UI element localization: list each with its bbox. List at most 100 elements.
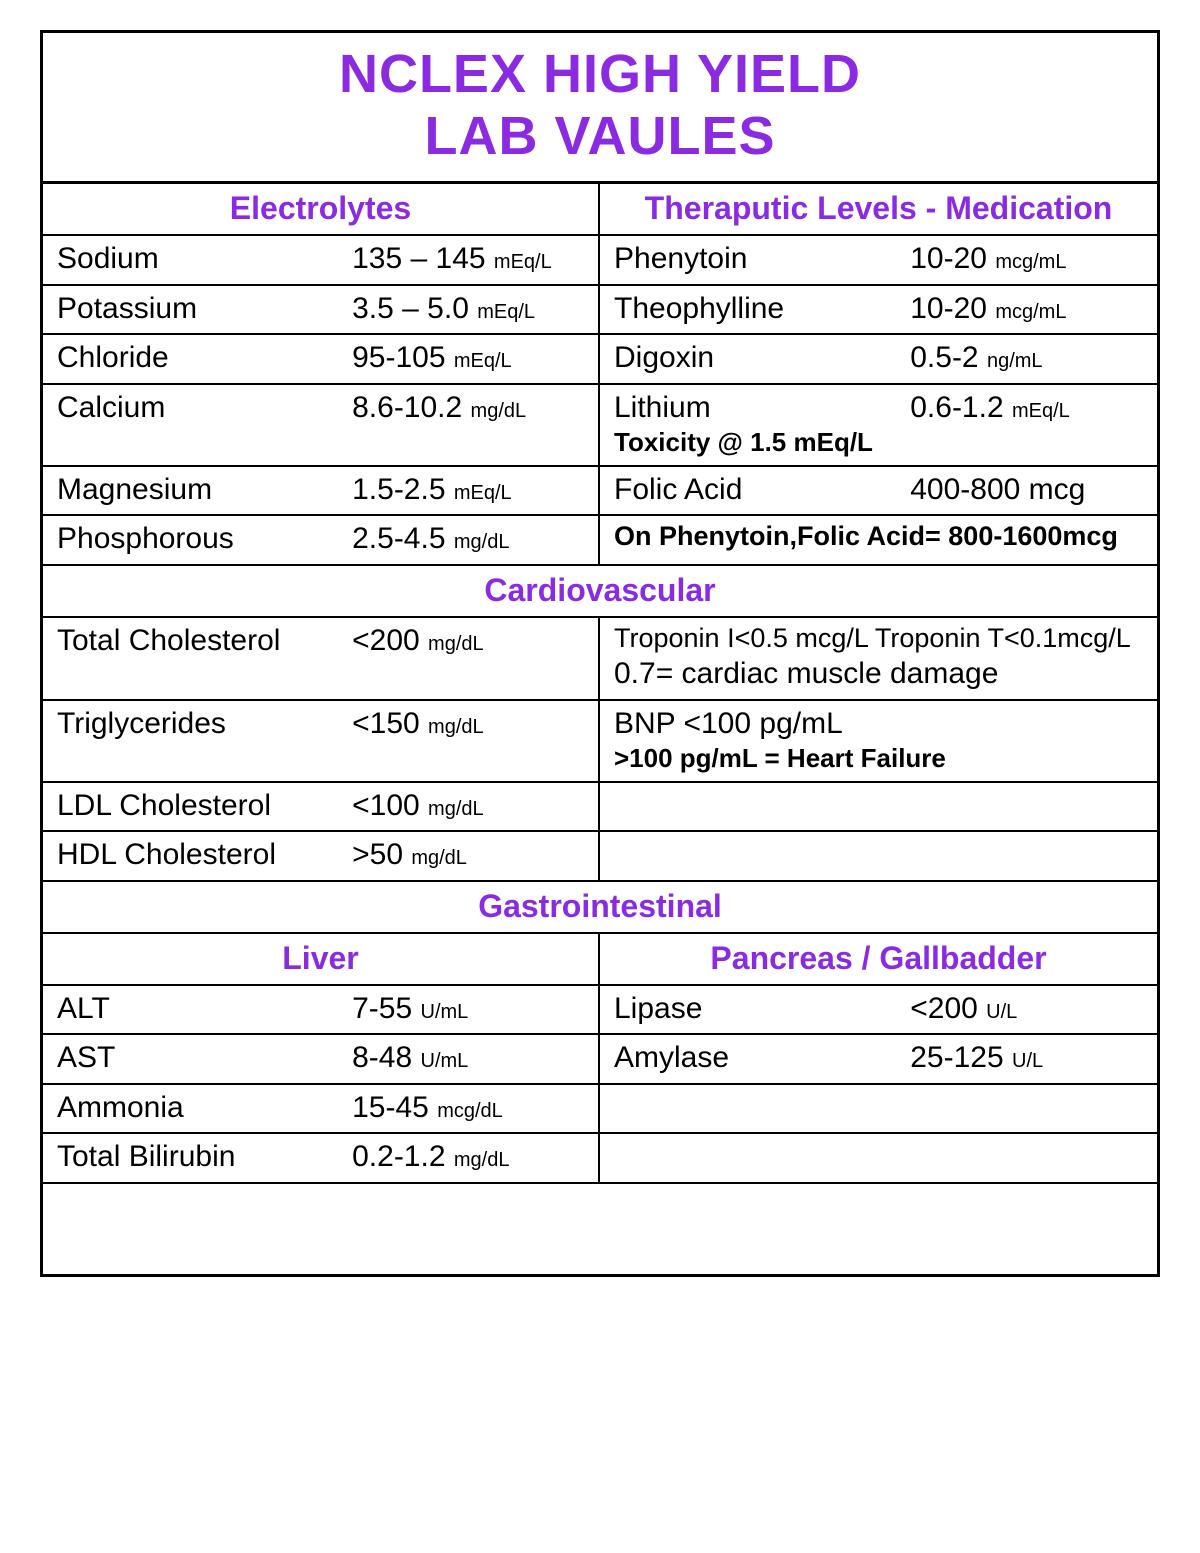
- value-ast: 8-48 U/mL: [352, 1039, 584, 1077]
- row-totchol: Total Cholesterol <200 mg/dL Troponin I<…: [43, 618, 1157, 701]
- value-ldl: <100 mg/dL: [352, 787, 584, 825]
- cell-empty-1: [600, 783, 1157, 831]
- cell-lithium: Lithium 0.6-1.2 mEq/L Toxicity @ 1.5 mEq…: [600, 385, 1157, 465]
- header-gastro: Gastrointestinal: [43, 882, 1157, 932]
- row-magnesium: Magnesium 1.5-2.5 mEq/L Folic Acid 400-8…: [43, 467, 1157, 517]
- value-theophylline: 10-20 mcg/mL: [910, 290, 1143, 328]
- row-sodium: Sodium 135 – 145 mEq/L Phenytoin 10-20 m…: [43, 236, 1157, 286]
- label-phosphorous: Phosphorous: [57, 520, 352, 558]
- row-hdl: HDL Cholesterol >50 mg/dL: [43, 832, 1157, 882]
- cell-hdl: HDL Cholesterol >50 mg/dL: [43, 832, 600, 880]
- label-sodium: Sodium: [57, 240, 352, 278]
- bnp-sub: >100 pg/mL = Heart Failure: [614, 742, 1143, 775]
- value-hdl: >50 mg/dL: [352, 836, 584, 874]
- lab-values-table: NCLEX HIGH YIELD LAB VAULES Electrolytes…: [40, 30, 1160, 1277]
- header-cardio: Cardiovascular: [43, 566, 1157, 616]
- value-potassium: 3.5 – 5.0 mEq/L: [352, 290, 584, 328]
- cell-folic-note: On Phenytoin,Folic Acid= 800-1600mcg: [600, 516, 1157, 564]
- value-phosphorous: 2.5-4.5 mg/dL: [352, 520, 584, 558]
- label-theophylline: Theophylline: [614, 290, 910, 328]
- cell-amylase: Amylase 25-125 U/L: [600, 1035, 1157, 1083]
- cell-empty-3: [600, 1085, 1157, 1133]
- cell-digoxin: Digoxin 0.5-2 ng/mL: [600, 335, 1157, 383]
- troponin-sub: 0.7= cardiac muscle damage: [614, 655, 1143, 693]
- value-digoxin: 0.5-2 ng/mL: [910, 339, 1143, 377]
- cell-trig: Triglycerides <150 mg/dL: [43, 701, 600, 781]
- label-alt: ALT: [57, 990, 352, 1028]
- cell-folic: Folic Acid 400-800 mcg: [600, 467, 1157, 515]
- cell-troponin: Troponin I<0.5 mcg/L Troponin T<0.1mcg/L…: [600, 618, 1157, 699]
- row-chloride: Chloride 95-105 mEq/L Digoxin 0.5-2 ng/m…: [43, 335, 1157, 385]
- cell-phenytoin: Phenytoin 10-20 mcg/mL: [600, 236, 1157, 284]
- cell-theophylline: Theophylline 10-20 mcg/mL: [600, 286, 1157, 334]
- cell-totchol: Total Cholesterol <200 mg/dL: [43, 618, 600, 699]
- label-digoxin: Digoxin: [614, 339, 910, 377]
- value-tbil: 0.2-1.2 mg/dL: [352, 1138, 584, 1176]
- label-folic: Folic Acid: [614, 471, 910, 509]
- section-row-gastro: Gastrointestinal: [43, 882, 1157, 934]
- label-amylase: Amylase: [614, 1039, 910, 1077]
- cell-calcium: Calcium 8.6-10.2 mg/dL: [43, 385, 600, 465]
- row-potassium: Potassium 3.5 – 5.0 mEq/L Theophylline 1…: [43, 286, 1157, 336]
- cell-ammonia: Ammonia 15-45 mcg/dL: [43, 1085, 600, 1133]
- value-amylase: 25-125 U/L: [910, 1039, 1143, 1077]
- label-chloride: Chloride: [57, 339, 352, 377]
- cell-alt: ALT 7-55 U/mL: [43, 986, 600, 1034]
- label-potassium: Potassium: [57, 290, 352, 328]
- cell-spacer: [43, 1184, 1157, 1274]
- row-ammonia: Ammonia 15-45 mcg/dL: [43, 1085, 1157, 1135]
- label-lithium: Lithium: [614, 389, 910, 427]
- value-magnesium: 1.5-2.5 mEq/L: [352, 471, 584, 509]
- cell-chloride: Chloride 95-105 mEq/L: [43, 335, 600, 383]
- cell-magnesium: Magnesium 1.5-2.5 mEq/L: [43, 467, 600, 515]
- value-lipase: <200 U/L: [910, 990, 1143, 1028]
- row-ast: AST 8-48 U/mL Amylase 25-125 U/L: [43, 1035, 1157, 1085]
- lithium-toxicity-note: Toxicity @ 1.5 mEq/L: [614, 426, 1143, 459]
- value-chloride: 95-105 mEq/L: [352, 339, 584, 377]
- label-calcium: Calcium: [57, 389, 352, 427]
- value-alt: 7-55 U/mL: [352, 990, 584, 1028]
- bnp-text: BNP <100 pg/mL: [614, 705, 1143, 743]
- cell-empty-2: [600, 832, 1157, 880]
- cell-empty-4: [600, 1134, 1157, 1182]
- value-phenytoin: 10-20 mcg/mL: [910, 240, 1143, 278]
- cell-tbil: Total Bilirubin 0.2-1.2 mg/dL: [43, 1134, 600, 1182]
- cell-lipase: Lipase <200 U/L: [600, 986, 1157, 1034]
- cell-ast: AST 8-48 U/mL: [43, 1035, 600, 1083]
- header-therapeutic: Theraputic Levels - Medication: [600, 184, 1157, 234]
- cell-potassium: Potassium 3.5 – 5.0 mEq/L: [43, 286, 600, 334]
- troponin-text: Troponin I<0.5 mcg/L Troponin T<0.1mcg/L: [614, 622, 1143, 656]
- section-row-1: Electrolytes Theraputic Levels - Medicat…: [43, 184, 1157, 236]
- cell-bnp: BNP <100 pg/mL >100 pg/mL = Heart Failur…: [600, 701, 1157, 781]
- label-ammonia: Ammonia: [57, 1089, 352, 1127]
- header-electrolytes: Electrolytes: [43, 184, 600, 234]
- row-tbil: Total Bilirubin 0.2-1.2 mg/dL: [43, 1134, 1157, 1184]
- label-trig: Triglycerides: [57, 705, 352, 743]
- row-alt: ALT 7-55 U/mL Lipase <200 U/L: [43, 986, 1157, 1036]
- title-row: NCLEX HIGH YIELD LAB VAULES: [43, 33, 1157, 184]
- label-tbil: Total Bilirubin: [57, 1138, 352, 1176]
- label-totchol: Total Cholesterol: [57, 622, 352, 660]
- cell-phosphorous: Phosphorous 2.5-4.5 mg/dL: [43, 516, 600, 564]
- label-lipase: Lipase: [614, 990, 910, 1028]
- row-spacer: [43, 1184, 1157, 1274]
- value-totchol: <200 mg/dL: [352, 622, 584, 660]
- label-ast: AST: [57, 1039, 352, 1077]
- value-sodium: 135 – 145 mEq/L: [352, 240, 584, 278]
- cell-ldl: LDL Cholesterol <100 mg/dL: [43, 783, 600, 831]
- value-lithium: 0.6-1.2 mEq/L: [910, 389, 1143, 427]
- row-phosphorous: Phosphorous 2.5-4.5 mg/dL On Phenytoin,F…: [43, 516, 1157, 566]
- value-trig: <150 mg/dL: [352, 705, 584, 743]
- cell-sodium: Sodium 135 – 145 mEq/L: [43, 236, 600, 284]
- row-ldl: LDL Cholesterol <100 mg/dL: [43, 783, 1157, 833]
- label-magnesium: Magnesium: [57, 471, 352, 509]
- row-trig: Triglycerides <150 mg/dL BNP <100 pg/mL …: [43, 701, 1157, 783]
- label-phenytoin: Phenytoin: [614, 240, 910, 278]
- header-pancreas: Pancreas / Gallbadder: [600, 934, 1157, 984]
- value-folic: 400-800 mcg: [910, 471, 1143, 509]
- value-calcium: 8.6-10.2 mg/dL: [352, 389, 584, 427]
- header-liver: Liver: [43, 934, 600, 984]
- row-calcium: Calcium 8.6-10.2 mg/dL Lithium 0.6-1.2 m…: [43, 385, 1157, 467]
- title-line-1: NCLEX HIGH YIELD: [43, 43, 1157, 105]
- section-row-liver-panc: Liver Pancreas / Gallbadder: [43, 934, 1157, 986]
